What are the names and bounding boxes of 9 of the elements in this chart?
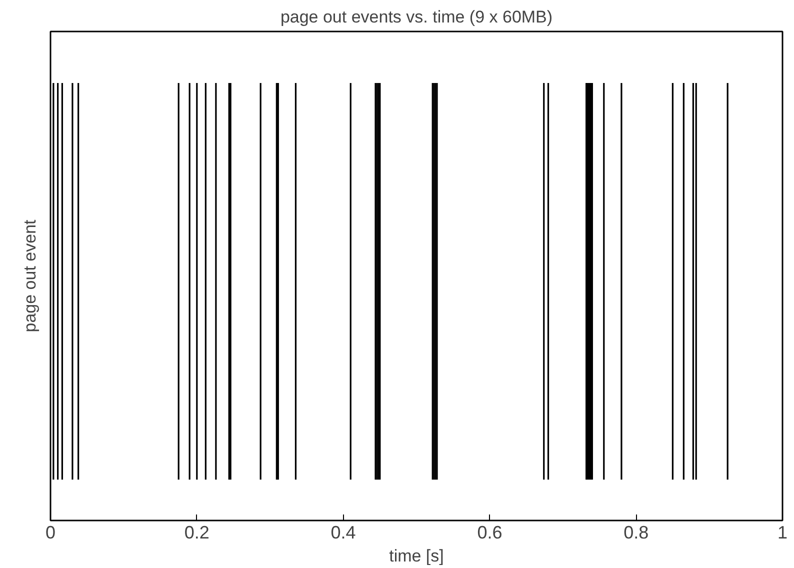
y-axis-title: page out event <box>20 219 40 332</box>
x-tick-label: 0 <box>45 522 56 542</box>
x-tick-label: 0.8 <box>624 522 649 542</box>
x-tick-label: 0.2 <box>184 522 210 542</box>
x-axis-title: time [s] <box>389 546 444 566</box>
x-tick-label: 0.4 <box>330 522 356 542</box>
x-tick-label: 1 <box>777 522 788 542</box>
chart-title: page out events vs. time (9 x 60MB) <box>280 8 553 26</box>
x-tick-label: 0.6 <box>477 522 502 542</box>
